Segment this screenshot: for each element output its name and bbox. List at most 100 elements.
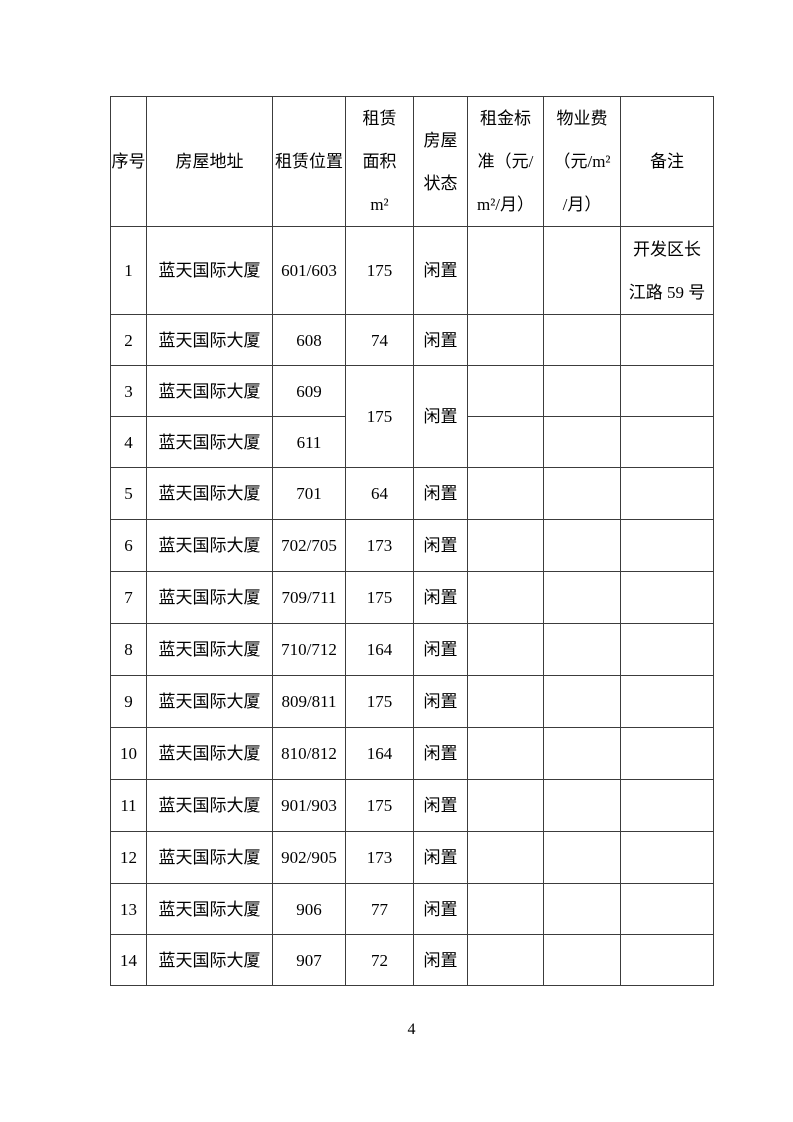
table-row-6: 6 蓝天国际大厦 702/705 173 闲置 bbox=[110, 519, 714, 572]
table-cell: 601/603 bbox=[272, 226, 346, 315]
table-cell bbox=[543, 226, 621, 315]
table-cell bbox=[620, 779, 714, 832]
table-cell bbox=[543, 727, 621, 780]
rental-table: 序号 房屋地址 租赁位置 租赁 面积 m² 房屋 状态 租金标 准（元/ m²/月） 物业费… bbox=[110, 96, 714, 986]
table-row-2: 2 蓝天国际大厦 608 74 闲置 bbox=[110, 314, 714, 366]
table-cell: 611 bbox=[272, 416, 346, 468]
table-cell: 蓝天国际大厦 bbox=[146, 934, 273, 986]
table-cell: 907 bbox=[272, 934, 346, 986]
table-row-1: 1 蓝天国际大厦 601/603 175 闲置 开发区长 江路 59 号 bbox=[110, 226, 714, 315]
table-cell: 164 bbox=[345, 727, 414, 780]
table-cell: 蓝天国际大厦 bbox=[146, 226, 273, 315]
table-cell: 175 bbox=[345, 226, 414, 315]
table-cell: 901/903 bbox=[272, 779, 346, 832]
table-cell: 1 bbox=[110, 226, 147, 315]
rental-table-header: 序号 房屋地址 租赁位置 租赁 面积 m² 房屋 状态 租金标 准（元/ m²/月） 物业费… bbox=[110, 96, 714, 227]
table-cell: 175 bbox=[345, 571, 414, 624]
table-cell: 蓝天国际大厦 bbox=[146, 727, 273, 780]
table-cell: 闲置 bbox=[413, 883, 468, 935]
table-cell: 810/812 bbox=[272, 727, 346, 780]
table-cell: 开发区长 江路 59 号 bbox=[620, 226, 714, 315]
table-cell: 闲置 bbox=[413, 519, 468, 572]
col-header-area: 租赁 面积 m² bbox=[345, 96, 414, 227]
table-cell: 蓝天国际大厦 bbox=[146, 623, 273, 676]
table-cell bbox=[620, 675, 714, 728]
table-cell bbox=[543, 779, 621, 832]
table-cell bbox=[543, 519, 621, 572]
table-cell bbox=[620, 365, 714, 417]
table-cell: 701 bbox=[272, 467, 346, 520]
table-cell: 蓝天国际大厦 bbox=[146, 467, 273, 520]
table-cell bbox=[467, 365, 544, 417]
table-cell bbox=[467, 467, 544, 520]
table-cell: 蓝天国际大厦 bbox=[146, 779, 273, 832]
table-row-5: 5 蓝天国际大厦 701 64 闲置 bbox=[110, 467, 714, 520]
table-cell: 8 bbox=[110, 623, 147, 676]
rental-table-body: 1 蓝天国际大厦 601/603 175 闲置 开发区长 江路 59 号 2 蓝天国际大厦 60… bbox=[110, 226, 714, 986]
table-cell: 蓝天国际大厦 bbox=[146, 314, 273, 366]
table-cell bbox=[543, 314, 621, 366]
table-cell: 4 bbox=[110, 416, 147, 468]
table-cell: 蓝天国际大厦 bbox=[146, 571, 273, 624]
table-cell bbox=[467, 831, 544, 884]
table-cell: 6 bbox=[110, 519, 147, 572]
table-cell bbox=[467, 675, 544, 728]
table-cell: 蓝天国际大厦 bbox=[146, 365, 273, 417]
table-cell: 3 bbox=[110, 365, 147, 417]
table-cell bbox=[467, 623, 544, 676]
table-cell bbox=[543, 623, 621, 676]
table-cell: 702/705 bbox=[272, 519, 346, 572]
table-cell bbox=[620, 727, 714, 780]
table-cell: 173 bbox=[345, 519, 414, 572]
table-cell: 蓝天国际大厦 bbox=[146, 883, 273, 935]
table-cell bbox=[620, 519, 714, 572]
col-header-index: 序号 bbox=[110, 96, 147, 227]
table-cell: 609 bbox=[272, 365, 346, 417]
table-cell bbox=[620, 883, 714, 935]
table-row-4: 4 蓝天国际大厦 611 bbox=[110, 416, 714, 468]
table-cell bbox=[543, 675, 621, 728]
table-cell bbox=[543, 467, 621, 520]
col-header-status: 房屋 状态 bbox=[413, 96, 468, 227]
table-cell: 11 bbox=[110, 779, 147, 832]
table-cell: 5 bbox=[110, 467, 147, 520]
table-row-3: 3 蓝天国际大厦 609 175 闲置 bbox=[110, 365, 714, 468]
table-cell: 14 bbox=[110, 934, 147, 986]
table-cell: 闲置 bbox=[413, 467, 468, 520]
table-cell bbox=[467, 934, 544, 986]
table-cell: 闲置 bbox=[413, 571, 468, 624]
table-row-7: 7 蓝天国际大厦 709/711 175 闲置 bbox=[110, 571, 714, 624]
table-cell: 175 bbox=[345, 365, 414, 468]
table-cell: 13 bbox=[110, 883, 147, 935]
table-cell bbox=[543, 416, 621, 468]
table-cell bbox=[467, 226, 544, 315]
table-cell: 902/905 bbox=[272, 831, 346, 884]
table-cell bbox=[543, 831, 621, 884]
table-cell bbox=[467, 314, 544, 366]
table-cell bbox=[467, 779, 544, 832]
table-cell: 709/711 bbox=[272, 571, 346, 624]
table-cell: 10 bbox=[110, 727, 147, 780]
table-cell: 175 bbox=[345, 779, 414, 832]
table-cell: 77 bbox=[345, 883, 414, 935]
table-cell: 闲置 bbox=[413, 831, 468, 884]
table-cell: 2 bbox=[110, 314, 147, 366]
table-cell bbox=[543, 365, 621, 417]
col-header-rent-standard: 租金标 准（元/ m²/月） bbox=[467, 96, 544, 227]
table-row-11: 11 蓝天国际大厦 901/903 175 闲置 bbox=[110, 779, 714, 832]
table-cell: 蓝天国际大厦 bbox=[146, 519, 273, 572]
col-header-address: 房屋地址 bbox=[146, 96, 273, 227]
table-cell bbox=[467, 727, 544, 780]
col-header-location: 租赁位置 bbox=[272, 96, 346, 227]
table-cell bbox=[620, 934, 714, 986]
table-cell: 608 bbox=[272, 314, 346, 366]
table-cell bbox=[620, 314, 714, 366]
table-row-10: 10 蓝天国际大厦 810/812 164 闲置 bbox=[110, 727, 714, 780]
table-cell: 7 bbox=[110, 571, 147, 624]
table-cell: 173 bbox=[345, 831, 414, 884]
table-cell: 蓝天国际大厦 bbox=[146, 831, 273, 884]
table-cell: 164 bbox=[345, 623, 414, 676]
table-cell: 906 bbox=[272, 883, 346, 935]
table-cell: 闲置 bbox=[413, 623, 468, 676]
